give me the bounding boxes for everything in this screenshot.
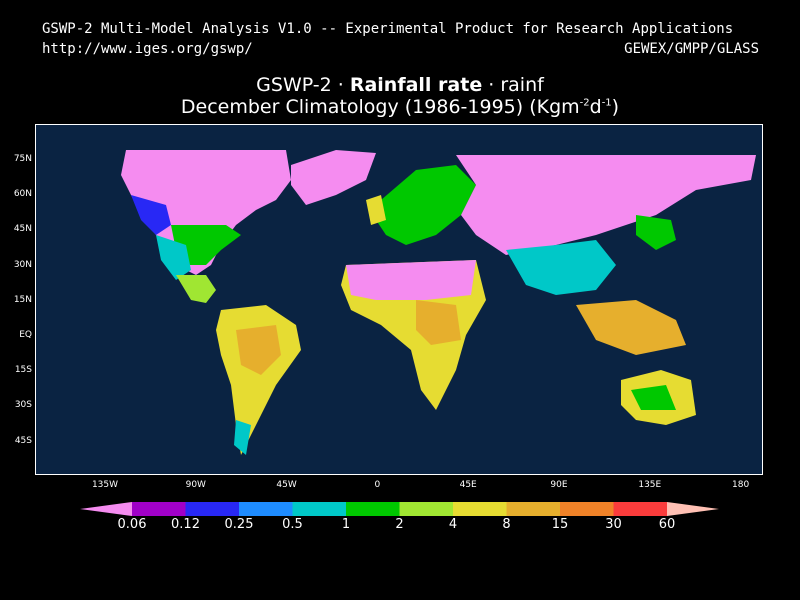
colorbar-label: 30 (605, 517, 622, 532)
colorbar-segment (506, 502, 560, 516)
south-asia (506, 240, 616, 295)
y-tick-label: 30S (14, 400, 32, 411)
header-url: http://www.iges.org/gswp/ (42, 41, 253, 57)
patagonia (234, 420, 251, 455)
unit-d: d (589, 96, 602, 118)
y-tick-label: EQ (19, 330, 32, 340)
colorbar-label: 0.12 (171, 517, 200, 532)
central-america (176, 275, 216, 303)
x-tick-label: 135W (91, 480, 119, 490)
title-suffix: · rainf (482, 74, 544, 96)
title-variable: Rainfall rate (349, 74, 483, 96)
colorbar-segment (239, 502, 293, 516)
south-america (216, 305, 301, 455)
colorbar-label: 4 (448, 517, 458, 532)
colorbar-label: 0.06 (117, 517, 147, 532)
colorbar-label: 8 (502, 517, 511, 532)
x-tick-label: 90W (185, 480, 206, 490)
unit-close: ) (611, 96, 620, 118)
colorbar-segment (132, 502, 186, 516)
japan (636, 215, 676, 250)
colorbar-segment (292, 502, 346, 516)
x-tick-label: 90E (550, 480, 568, 490)
se-asia-islands (576, 300, 686, 355)
unit-exponent-1: -2 (579, 97, 590, 109)
x-tick-label: 180 (732, 480, 750, 490)
y-tick-label: 30N (13, 259, 32, 270)
land-masses (121, 150, 756, 455)
y-tick-label: 45N (13, 224, 32, 235)
rainfall-map (35, 124, 763, 475)
map-title-line2: December Climatology (1986-1995) (Kgm-2d… (0, 96, 800, 118)
y-tick-label: 45S (14, 435, 32, 446)
europe (376, 165, 476, 245)
y-tick-label: 75N (13, 154, 32, 164)
colorbar-segment (560, 502, 614, 516)
colorbar-label: 0.5 (282, 517, 303, 532)
title-period: December Climatology (1986-1995) (Kgm (180, 96, 580, 118)
colorbar-segment (613, 502, 667, 516)
x-tick-label: 135E (638, 480, 662, 490)
map-title-line1: GSWP-2 · Rainfall rate · rainf (0, 74, 800, 96)
colorbar-segment (453, 502, 507, 516)
colorbar-label: 1 (341, 517, 351, 532)
y-tick-label: 15N (13, 294, 32, 305)
asia-north (456, 155, 756, 255)
x-tick-label: 0 (374, 480, 381, 490)
unit-exponent-2: -1 (601, 97, 612, 109)
colorbar-label: 2 (395, 517, 404, 532)
australia-interior (631, 385, 676, 410)
colorbar-label: 15 (551, 517, 569, 532)
greenland (291, 150, 376, 205)
y-tick-label: 60N (13, 189, 32, 200)
colorbar-segment (667, 502, 719, 516)
colorbar-label: 60 (658, 517, 676, 532)
colorbar-segment (346, 502, 400, 516)
british-isles (366, 195, 386, 225)
colorbar-segment (399, 502, 453, 516)
x-tick-label: 45E (459, 480, 477, 490)
colorbar-label: 0.25 (224, 517, 254, 532)
x-tick-label: 45W (276, 480, 297, 490)
map-svg (36, 125, 762, 474)
colorbar-segment (185, 502, 239, 516)
header-project: GEWEX/GMPP/GLASS (624, 41, 759, 57)
colorbar (80, 502, 719, 516)
usa-east (171, 225, 241, 265)
usa-west (156, 235, 191, 280)
amazon (236, 325, 281, 375)
nw-coast (131, 195, 171, 235)
y-tick-label: 15S (14, 365, 32, 376)
colorbar-segment (80, 502, 132, 516)
title-prefix: GSWP-2 · (256, 74, 350, 96)
sahara (346, 260, 476, 300)
header-product-line: GSWP-2 Multi-Model Analysis V1.0 -- Expe… (42, 21, 734, 37)
central-africa (416, 300, 461, 345)
